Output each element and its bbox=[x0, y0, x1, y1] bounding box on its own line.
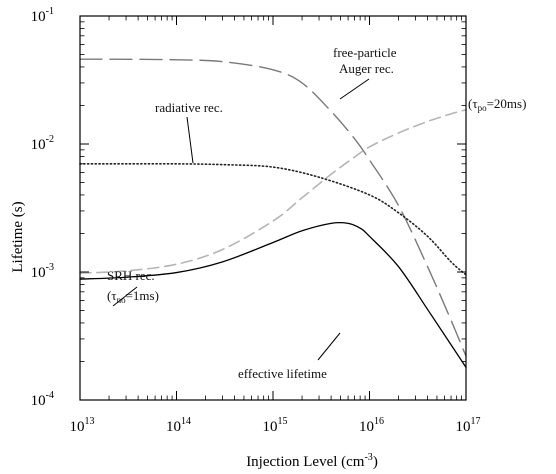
radiative-label: radiative rec. bbox=[155, 100, 223, 115]
auger-leader-line bbox=[339, 78, 370, 100]
y-tick-label: 10-3 bbox=[31, 262, 54, 281]
y-tick-label: 10-1 bbox=[31, 6, 54, 25]
plot-area-border bbox=[79, 15, 467, 401]
x-tick-label: 1016 bbox=[359, 416, 384, 435]
srh-label-line1: SRH rec. bbox=[107, 268, 155, 283]
radiative-recombination-line bbox=[79, 162, 467, 276]
radiative-leader-line bbox=[186, 116, 194, 164]
effective-lifetime-label: effective lifetime bbox=[238, 366, 327, 381]
series-layer bbox=[79, 58, 467, 368]
y-tick-label: 10-4 bbox=[31, 390, 54, 409]
x-tick-label: 1015 bbox=[263, 416, 288, 435]
x-tick-label: 1017 bbox=[456, 416, 481, 435]
plot-frame bbox=[79, 15, 467, 401]
auger-label-line2: Auger rec. bbox=[339, 61, 394, 76]
auger-recombination-line bbox=[79, 58, 467, 357]
srh-leader-line bbox=[112, 286, 138, 307]
tau-po-label: (τpo=20ms) bbox=[468, 96, 526, 113]
srh-recombination-line bbox=[79, 109, 467, 274]
x-axis-title: Injection Level (cm-3) bbox=[246, 452, 378, 470]
x-tick-label: 1013 bbox=[70, 416, 95, 435]
x-tick-label: 1014 bbox=[166, 416, 191, 435]
effective-lifetime-leader-line bbox=[317, 332, 341, 361]
auger-label-line1: free-particle bbox=[333, 45, 397, 60]
effective-lifetime-line bbox=[79, 221, 467, 368]
y-axis-title: Lifetime (s) bbox=[10, 201, 26, 272]
tick-layer: 1013 1014 1015 1016 1017 10-4 10-3 10-2 10-1 bbox=[31, 6, 481, 435]
y-tick-label: 10-2 bbox=[31, 134, 54, 153]
